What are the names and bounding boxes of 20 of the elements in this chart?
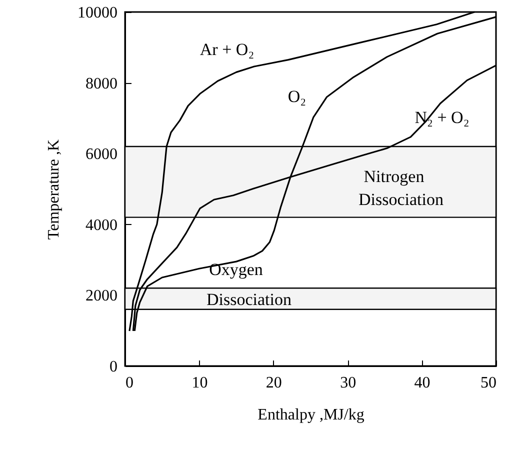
- annotation: Nitrogen: [364, 167, 425, 186]
- y-tick-label: 4000: [86, 216, 118, 234]
- annotation: Oxygen: [209, 260, 264, 279]
- y-tick-label: 8000: [86, 75, 118, 92]
- y-axis-title: Temperature ,K: [46, 138, 62, 240]
- annotation: Ar + O₂: [200, 40, 254, 59]
- x-tick-label: 50: [480, 374, 496, 392]
- y-tick-label: 6000: [86, 146, 118, 164]
- annotation: O₂: [288, 87, 306, 106]
- y-tick-label: 10000: [78, 4, 118, 22]
- x-tick-label: 20: [266, 374, 282, 392]
- x-tick-label: 0: [126, 374, 134, 392]
- y-tick-label: 2000: [86, 288, 118, 305]
- x-tick-label: 30: [340, 374, 356, 392]
- y-tick-label: 0: [110, 358, 118, 376]
- x-axis-title: Enthalpy ,MJ/kg: [258, 406, 364, 424]
- x-tick-label: 10: [192, 374, 208, 392]
- annotation: Dissociation: [206, 290, 292, 309]
- x-tick-label: 40: [414, 374, 430, 392]
- annotation: Dissociation: [358, 190, 444, 209]
